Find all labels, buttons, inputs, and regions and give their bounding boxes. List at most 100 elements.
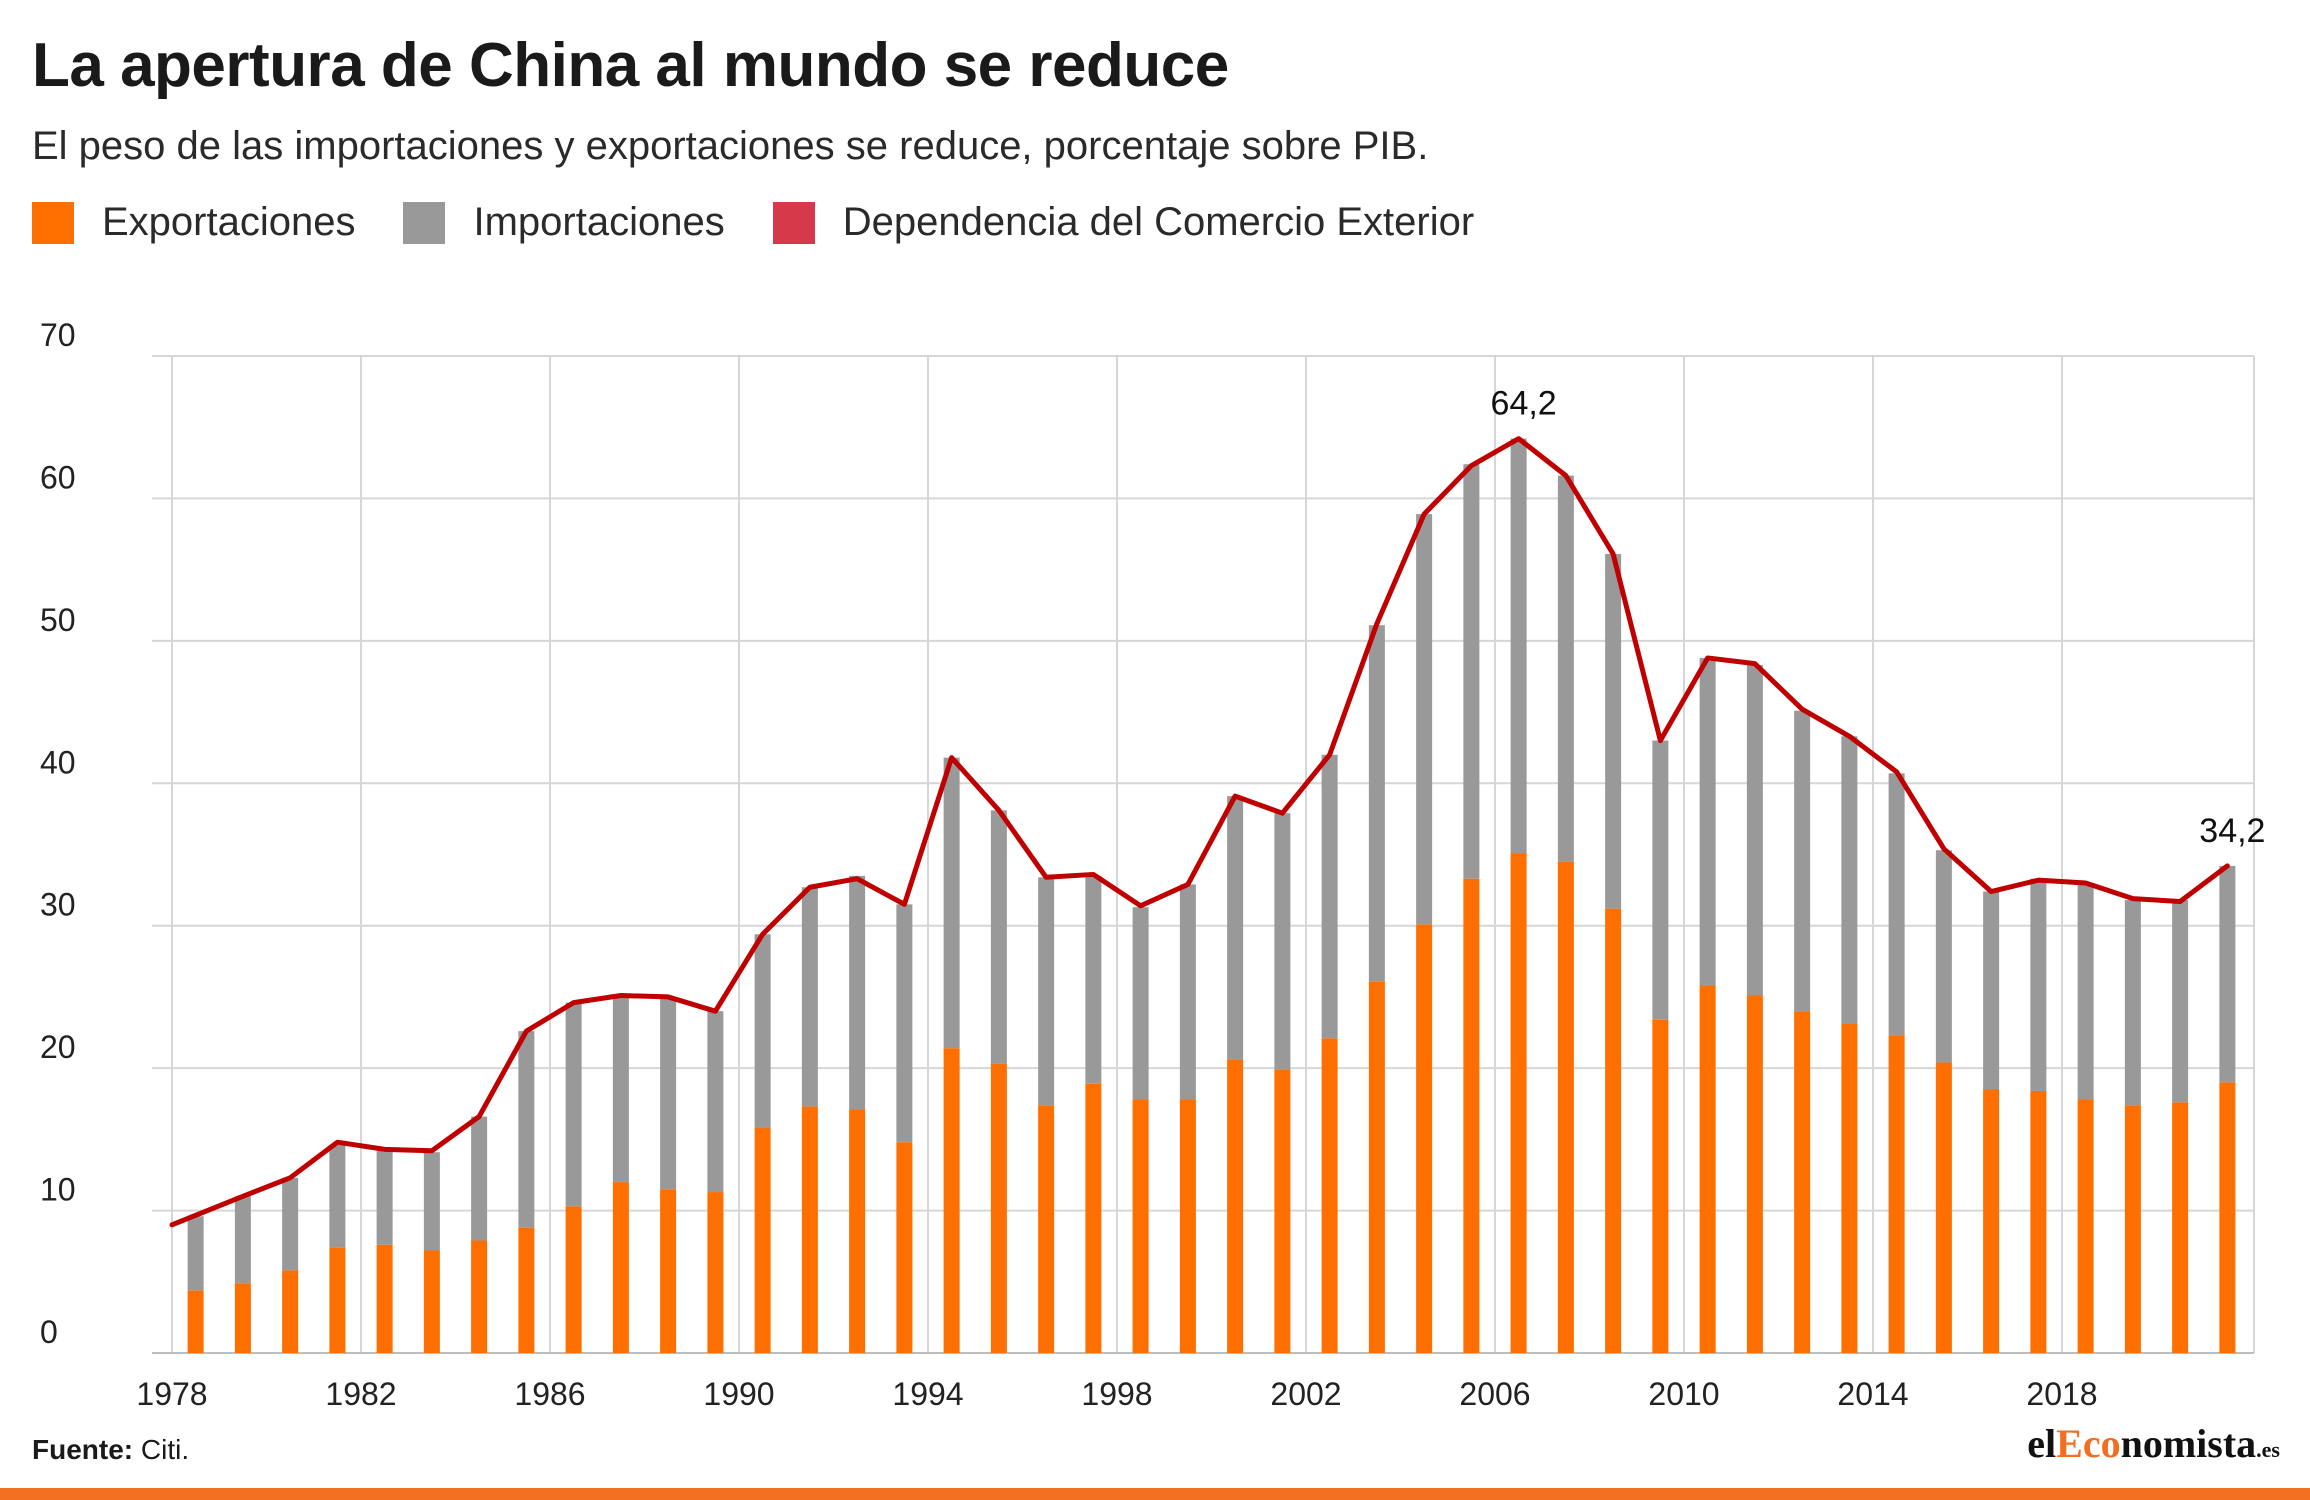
bar-exportaciones <box>612 1182 629 1353</box>
bar-importaciones <box>1652 740 1669 1020</box>
bar-importaciones <box>1888 773 1905 1036</box>
bar-exportaciones <box>376 1244 393 1353</box>
bar-exportaciones <box>187 1290 204 1353</box>
bar-importaciones <box>187 1216 204 1291</box>
bar-importaciones <box>329 1145 346 1248</box>
bar-exportaciones <box>329 1247 346 1353</box>
bar-exportaciones <box>1935 1062 1952 1353</box>
bar-layer <box>187 438 2236 1353</box>
bar-importaciones <box>2124 900 2141 1106</box>
bar-exportaciones <box>990 1063 1007 1353</box>
y-tick-label: 30 <box>40 887 76 923</box>
bar-importaciones <box>2172 900 2189 1103</box>
legend-label-imports: Importaciones <box>473 200 725 244</box>
bar-importaciones <box>2219 865 2236 1083</box>
bar-importaciones <box>518 1031 535 1228</box>
bar-exportaciones <box>801 1106 818 1353</box>
bar-importaciones <box>612 995 629 1183</box>
bar-exportaciones <box>1652 1019 1669 1353</box>
legend-label-dependency: Dependencia del Comercio Exterior <box>842 200 1475 244</box>
bar-importaciones <box>1699 657 1716 986</box>
line-layer <box>169 436 2230 1228</box>
legend-swatch-imports <box>403 201 446 244</box>
bar-exportaciones <box>234 1283 251 1353</box>
x-tick-label: 2014 <box>1837 1376 1908 1412</box>
bar-importaciones <box>565 1002 582 1207</box>
chart-subtitle: El peso de las importaciones y exportaci… <box>32 124 1429 168</box>
bar-importaciones <box>660 996 677 1190</box>
legend-item-dependency: Dependencia del Comercio Exterior <box>772 200 1475 245</box>
bar-importaciones <box>1368 625 1385 982</box>
grid-layer <box>152 355 2255 1354</box>
brand-logo: elEconomista.es <box>2027 1420 2280 1467</box>
logo-part-1: el <box>2027 1421 2057 1466</box>
bar-importaciones <box>376 1150 393 1245</box>
bar-exportaciones <box>1983 1089 2000 1353</box>
source-text: Citi. <box>140 1434 190 1465</box>
line-dependencia-comercio-exterior <box>169 436 2230 1228</box>
y-tick-label: 10 <box>40 1172 76 1208</box>
legend-label-exports: Exportaciones <box>102 200 356 244</box>
bar-exportaciones <box>423 1250 440 1353</box>
bar-importaciones <box>1085 875 1102 1084</box>
bar-importaciones <box>1794 710 1811 1012</box>
bar-importaciones <box>1321 754 1338 1039</box>
bar-exportaciones <box>849 1109 866 1353</box>
logo-part-2: Eco <box>2056 1421 2121 1466</box>
legend-item-imports: Importaciones <box>403 200 725 245</box>
bar-exportaciones <box>1227 1059 1244 1353</box>
bar-importaciones <box>1510 438 1527 854</box>
bar-importaciones <box>1983 891 2000 1090</box>
x-tick-label: 1986 <box>514 1376 585 1412</box>
bar-importaciones <box>1416 514 1433 925</box>
bar-exportaciones <box>471 1240 488 1353</box>
bar-exportaciones <box>1321 1038 1338 1353</box>
bar-importaciones <box>1227 796 1244 1060</box>
bar-importaciones <box>1179 884 1196 1100</box>
x-tick-label: 1990 <box>703 1376 774 1412</box>
bar-importaciones <box>707 1011 724 1193</box>
bar-exportaciones <box>660 1189 677 1353</box>
bar-importaciones <box>754 934 771 1128</box>
legend-swatch-dependency <box>772 201 815 244</box>
bar-importaciones <box>849 875 866 1110</box>
bar-importaciones <box>471 1116 488 1241</box>
bar-exportaciones <box>1699 985 1716 1353</box>
bar-importaciones <box>2077 882 2094 1100</box>
x-tick-label: 2006 <box>1459 1376 1530 1412</box>
bar-exportaciones <box>1416 924 1433 1353</box>
y-tick-label: 40 <box>40 744 76 780</box>
chart-legend: Exportaciones Importaciones Dependencia … <box>32 200 1522 245</box>
bar-exportaciones <box>1841 1023 1858 1353</box>
bar-exportaciones <box>1888 1035 1905 1353</box>
source-label: Fuente: <box>32 1434 134 1465</box>
bottom-accent-bar <box>0 1488 2310 1500</box>
bar-importaciones <box>1746 665 1763 996</box>
bar-importaciones <box>896 904 913 1143</box>
bar-exportaciones <box>518 1227 535 1353</box>
bar-exportaciones <box>2077 1099 2094 1353</box>
y-tick-label: 70 <box>40 317 76 353</box>
bar-exportaciones <box>896 1142 913 1353</box>
x-tick-label: 2018 <box>2026 1376 2097 1412</box>
y-tick-label: 0 <box>40 1314 58 1350</box>
x-tick-label: 2010 <box>1648 1376 1719 1412</box>
bar-importaciones <box>1463 464 1480 879</box>
bar-importaciones <box>943 757 960 1049</box>
bar-exportaciones <box>1746 995 1763 1353</box>
logo-part-3: nomista <box>2120 1421 2257 1466</box>
bar-importaciones <box>1557 475 1574 862</box>
x-tick-label: 1994 <box>892 1376 963 1412</box>
bar-exportaciones <box>2124 1105 2141 1353</box>
annotation-label: 64,2 <box>1491 385 1557 423</box>
x-tick-label: 1998 <box>1081 1376 1152 1412</box>
legend-swatch-exports <box>32 201 74 244</box>
bar-importaciones <box>2030 878 2047 1091</box>
bar-importaciones <box>282 1177 299 1271</box>
source-note: Fuente: Citi. <box>32 1434 189 1466</box>
bar-exportaciones <box>1605 908 1622 1353</box>
y-tick-label: 20 <box>40 1029 76 1065</box>
bar-exportaciones <box>1368 981 1385 1353</box>
x-tick-label: 2002 <box>1270 1376 1341 1412</box>
